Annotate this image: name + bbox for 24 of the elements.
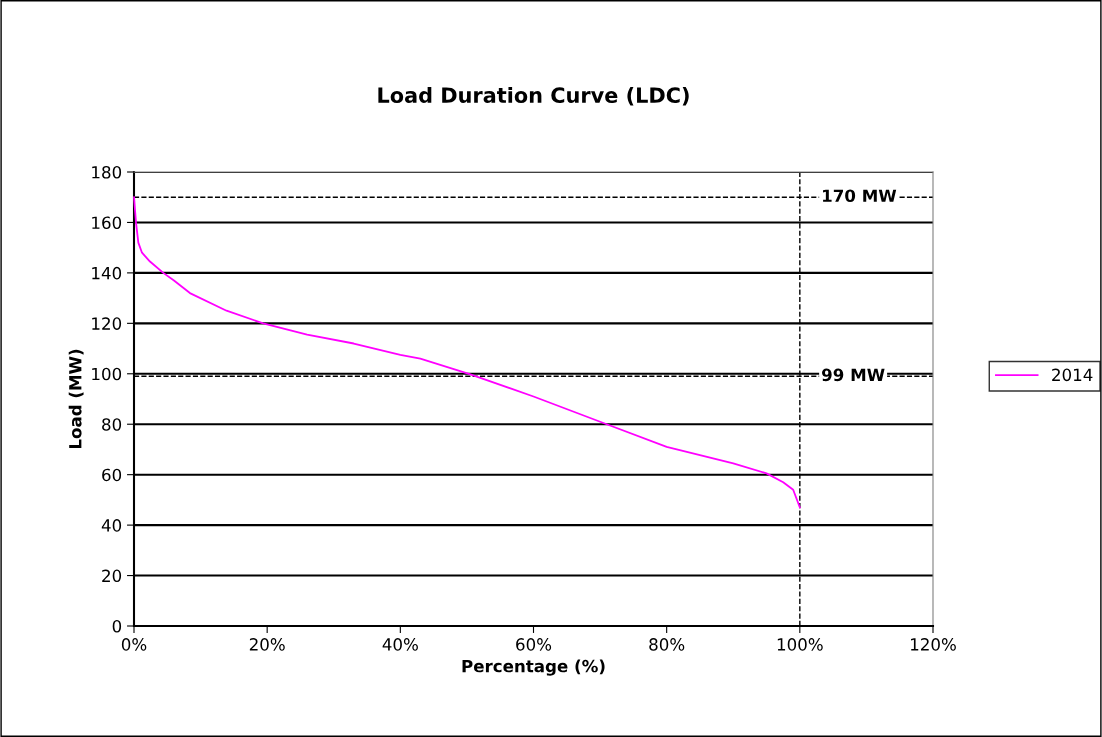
y-tick-label: 180 — [92, 165, 122, 179]
y-tick-label: 100 — [92, 367, 122, 381]
ref-line-label: 99 MW — [822, 368, 885, 382]
x-tick-label: 60% — [516, 638, 552, 651]
y-tick-label: 20 — [102, 569, 122, 583]
x-tick-label: 20% — [249, 638, 285, 651]
y-tick-label: 120 — [92, 317, 122, 330]
ref-line-label: 170 MW — [823, 189, 897, 203]
x-tick-label: 100% — [777, 638, 823, 651]
y-tick-label: 160 — [92, 216, 122, 230]
y-tick-label: 40 — [101, 519, 122, 532]
y-tick-label: 80 — [102, 418, 122, 431]
y-axis-title: Load (MW) — [68, 349, 84, 449]
x-axis-title: Percentage (%) — [462, 659, 605, 676]
x-tick-label: 80% — [649, 638, 685, 651]
y-tick-label: 60 — [102, 468, 122, 482]
line-series — [133, 196, 801, 509]
legend-label: 2014 — [1052, 368, 1093, 382]
y-tick-label: 140 — [92, 266, 122, 280]
chart-title: Load Duration Curve (LDC) — [378, 86, 689, 106]
x-tick-label: 0% — [121, 638, 147, 651]
y-tick-label: 0 — [112, 619, 122, 633]
x-tick-label: 40% — [382, 638, 418, 651]
x-tick-label: 120% — [911, 638, 956, 651]
